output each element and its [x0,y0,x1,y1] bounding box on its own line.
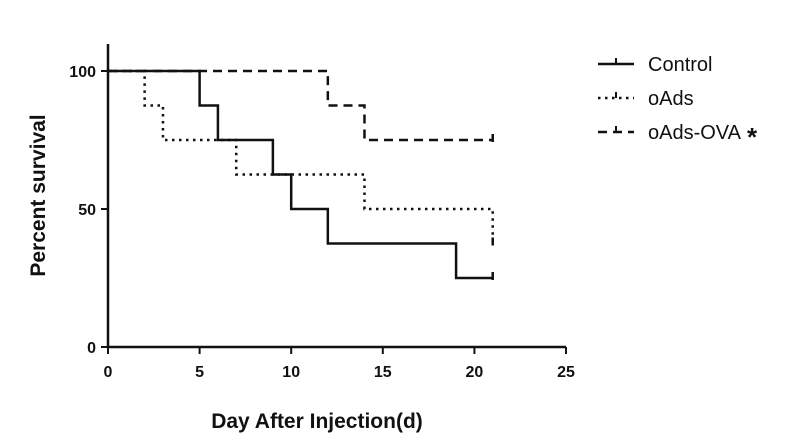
legend-label: oAds [648,88,694,110]
x-axis-label: Day After Injection(d) [211,410,423,433]
significance-marker: * [747,122,758,152]
x-tick-label: 0 [104,364,113,381]
series-lines [108,69,494,280]
x-tick-label: 15 [374,364,392,381]
series-line-oads-ova [108,69,493,142]
y-tick-label: 50 [78,202,96,219]
x-tick-label: 10 [282,364,300,381]
x-tick-label: 25 [557,364,575,381]
legend-label: oAds-OVA [648,122,742,144]
y-tick-label: 100 [69,64,96,81]
axes: 0 5 10 15 20 25 0 50 100 [69,44,575,381]
legend: Control oAds oAds-OVA * [598,54,758,152]
x-tick-label: 20 [466,364,484,381]
y-axis-label: Percent survival [27,114,50,276]
series-line-control [108,69,493,280]
legend-label: Control [648,54,712,76]
series-line-oads [108,69,494,244]
x-tick-label: 5 [195,364,204,381]
y-tick-label: 0 [87,340,96,357]
